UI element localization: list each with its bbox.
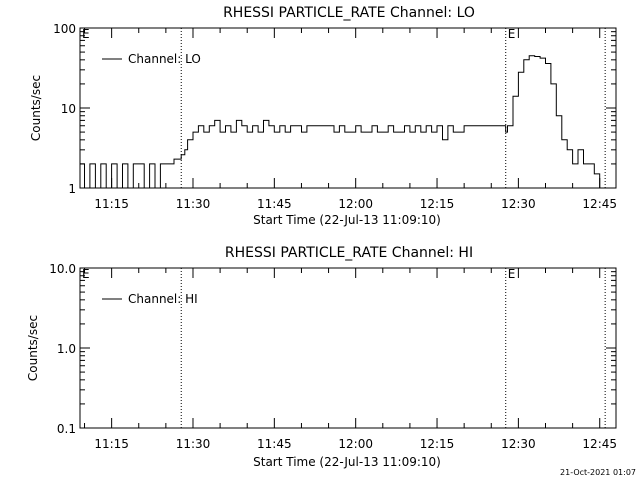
y-tick-label: 10.0: [49, 262, 76, 276]
hi-channel-panel: RHESSI PARTICLE_RATE Channel: HI Counts/…: [26, 245, 617, 469]
chart-title: RHESSI PARTICLE_RATE Channel: HI: [225, 245, 473, 261]
y-axis-label: Counts/sec: [26, 315, 40, 381]
x-tick-label: 12:45: [582, 437, 617, 451]
x-tick-label: 12:15: [420, 437, 455, 451]
event-label: E: [82, 27, 90, 41]
x-axis-label: Start Time (22-Jul-13 11:09:10): [253, 455, 441, 469]
x-tick-label: 11:45: [257, 437, 292, 451]
y-axis-label: Counts/sec: [29, 75, 43, 141]
x-tick-label: 11:30: [176, 437, 211, 451]
y-tick-label: 10: [61, 102, 76, 116]
legend-label: Channel: HI: [128, 292, 198, 306]
event-label: E: [508, 27, 516, 41]
x-tick-label: 11:30: [176, 197, 211, 211]
x-tick-label: 12:30: [501, 437, 536, 451]
chart-title: RHESSI PARTICLE_RATE Channel: LO: [223, 5, 475, 21]
y-tick-label: 0.1: [57, 422, 76, 436]
event-label: E: [508, 267, 516, 281]
x-tick-label: 12:00: [338, 437, 373, 451]
legend-label: Channel: LO: [128, 52, 201, 66]
series-line: [80, 55, 601, 189]
y-tick-label: 100: [53, 22, 76, 36]
plot-timestamp: 21-Oct-2021 01:07: [560, 468, 636, 477]
event-label: E: [82, 267, 90, 281]
x-tick-label: 12:00: [338, 197, 373, 211]
y-tick-label: 1.0: [57, 342, 76, 356]
x-tick-label: 11:15: [94, 437, 129, 451]
x-tick-label: 11:15: [94, 197, 129, 211]
lo-channel-panel: RHESSI PARTICLE_RATE Channel: LO Counts/…: [29, 5, 617, 227]
x-tick-label: 12:15: [420, 197, 455, 211]
x-tick-label: 12:30: [501, 197, 536, 211]
x-tick-label: 12:45: [582, 197, 617, 211]
x-tick-label: 11:45: [257, 197, 292, 211]
x-axis-label: Start Time (22-Jul-13 11:09:10): [253, 213, 441, 227]
y-tick-label: 1: [68, 182, 76, 196]
